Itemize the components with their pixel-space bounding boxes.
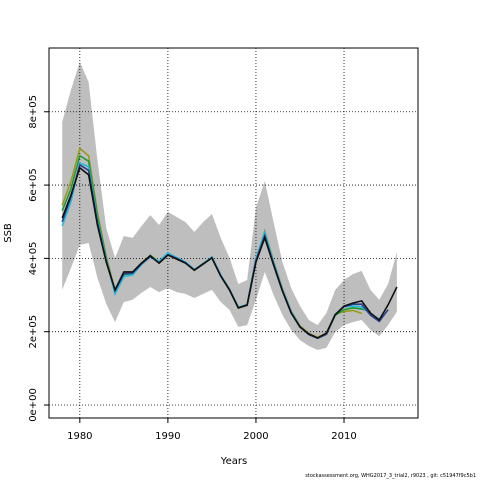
x-tick-label: 2010	[331, 431, 356, 442]
y-axis-label: SSB	[3, 223, 14, 243]
series-line	[61, 166, 398, 339]
confidence-band	[62, 61, 397, 351]
y-tick-label: 0e+00	[28, 388, 39, 422]
y-tick-label: 8e+05	[28, 95, 39, 129]
y-tick-label: 2e+05	[28, 315, 39, 349]
x-tick-label: 1990	[155, 431, 180, 442]
x-axis-label: Years	[220, 456, 247, 467]
plot-frame	[48, 47, 419, 419]
x-tick-label: 2000	[243, 431, 268, 442]
x-tick-label: 1980	[67, 431, 92, 442]
footer: stockassessment.org, WHG2017_3_trial2, r…	[305, 473, 476, 479]
y-tick-label: 4e+05	[28, 242, 39, 276]
y-tick-label: 6e+05	[28, 168, 39, 202]
